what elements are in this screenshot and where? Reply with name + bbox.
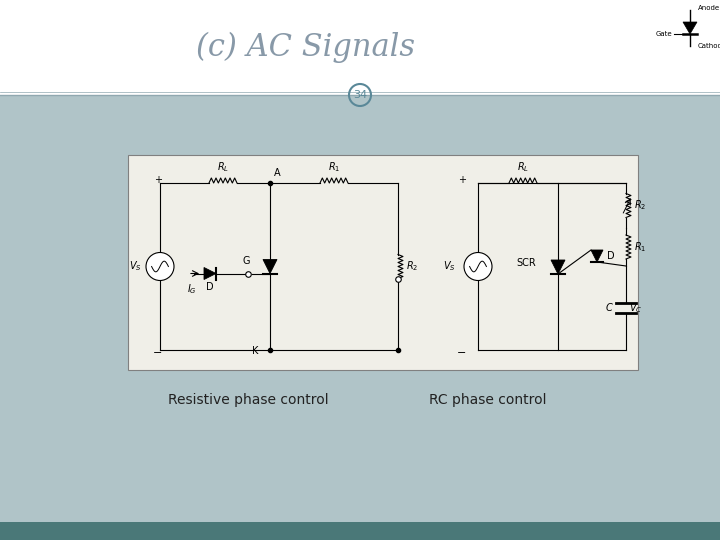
Circle shape bbox=[146, 253, 174, 280]
Text: $R_L$: $R_L$ bbox=[517, 160, 529, 174]
Text: D: D bbox=[607, 251, 615, 261]
Text: $R_L$: $R_L$ bbox=[217, 160, 229, 174]
Text: RC phase control: RC phase control bbox=[429, 393, 546, 407]
Text: −: − bbox=[457, 348, 467, 358]
Polygon shape bbox=[551, 260, 565, 274]
Text: Anode: Anode bbox=[698, 5, 720, 11]
Text: $R_1$: $R_1$ bbox=[328, 160, 340, 174]
Text: −: − bbox=[153, 348, 163, 358]
Text: +: + bbox=[458, 175, 466, 185]
Text: $I_G$: $I_G$ bbox=[187, 282, 197, 296]
Polygon shape bbox=[263, 260, 277, 273]
Text: K: K bbox=[251, 346, 258, 356]
Bar bbox=[128, 155, 638, 370]
Text: $V_C$: $V_C$ bbox=[629, 301, 642, 315]
Bar bbox=[0, 522, 720, 540]
Text: G: G bbox=[242, 256, 250, 267]
Polygon shape bbox=[204, 267, 216, 280]
Bar bbox=[0, 0, 720, 95]
Text: $V_S$: $V_S$ bbox=[130, 260, 142, 273]
Circle shape bbox=[464, 253, 492, 280]
Text: Gate: Gate bbox=[655, 31, 672, 37]
Text: $V_S$: $V_S$ bbox=[444, 260, 456, 273]
Text: $R_2$: $R_2$ bbox=[634, 199, 647, 212]
Text: +: + bbox=[154, 175, 162, 185]
Text: $R_2$: $R_2$ bbox=[406, 260, 418, 273]
Text: Resistive phase control: Resistive phase control bbox=[168, 393, 328, 407]
Polygon shape bbox=[683, 22, 697, 34]
Text: C: C bbox=[606, 303, 612, 313]
Text: (c) AC Signals: (c) AC Signals bbox=[196, 32, 415, 63]
Text: D: D bbox=[206, 282, 214, 293]
Polygon shape bbox=[591, 250, 603, 262]
Text: $R_1$: $R_1$ bbox=[634, 240, 647, 254]
Text: 34: 34 bbox=[353, 90, 367, 100]
Text: SCR: SCR bbox=[516, 258, 536, 268]
Text: A: A bbox=[274, 168, 281, 178]
Text: Cathode: Cathode bbox=[698, 43, 720, 49]
